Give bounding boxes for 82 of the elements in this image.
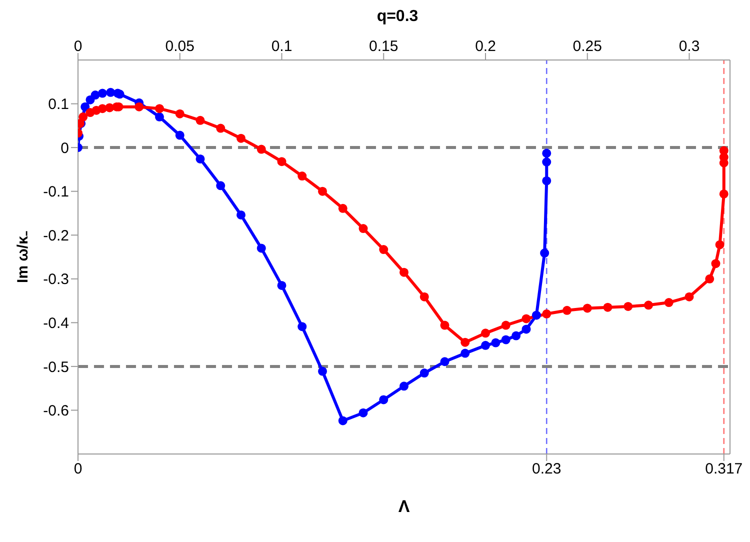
point bbox=[582, 304, 592, 313]
point bbox=[216, 181, 226, 190]
point bbox=[491, 338, 500, 348]
point bbox=[400, 268, 408, 277]
point bbox=[664, 298, 674, 308]
point bbox=[236, 134, 246, 143]
y-tick-label: -0.1 bbox=[43, 184, 69, 201]
point bbox=[542, 176, 552, 186]
point bbox=[501, 335, 510, 344]
point bbox=[460, 348, 470, 358]
point bbox=[358, 408, 368, 418]
point bbox=[522, 324, 531, 334]
point bbox=[155, 104, 164, 114]
point bbox=[400, 382, 408, 391]
point bbox=[540, 248, 550, 258]
point bbox=[603, 302, 612, 312]
x2-tick-label: 0.1 bbox=[271, 38, 292, 55]
point bbox=[196, 116, 205, 125]
x2-tick-label: 0 bbox=[74, 38, 82, 55]
point bbox=[719, 189, 728, 198]
chart-title: q=0.3 bbox=[376, 8, 420, 26]
x2-tick-label: 0.05 bbox=[165, 38, 194, 55]
point bbox=[420, 292, 429, 302]
point bbox=[216, 124, 226, 133]
point bbox=[338, 416, 348, 426]
point bbox=[715, 240, 724, 250]
x2-tick-label: 0.25 bbox=[572, 38, 602, 55]
point bbox=[512, 331, 521, 340]
point bbox=[277, 157, 286, 166]
y-tick-label: 0.1 bbox=[48, 96, 69, 114]
point bbox=[318, 186, 327, 196]
point bbox=[379, 245, 388, 254]
point bbox=[420, 368, 429, 378]
point bbox=[644, 300, 653, 310]
y-tick-label: -0.4 bbox=[43, 314, 69, 332]
point bbox=[98, 88, 107, 98]
x-tick-label: 0.23 bbox=[532, 460, 562, 478]
point bbox=[522, 314, 531, 324]
point bbox=[440, 320, 450, 330]
point bbox=[256, 244, 266, 253]
point bbox=[298, 172, 307, 181]
point bbox=[358, 224, 368, 234]
point bbox=[379, 395, 388, 404]
point bbox=[460, 338, 470, 347]
y-tick-label: -0.6 bbox=[43, 402, 69, 420]
y-tick-label: -0.3 bbox=[43, 271, 69, 288]
point bbox=[175, 109, 184, 118]
point bbox=[711, 259, 720, 268]
x-tick-label: 0 bbox=[74, 460, 82, 478]
point bbox=[440, 357, 450, 366]
y-axis-title: Im ω/κ₋ bbox=[14, 231, 32, 283]
x2-tick-label: 0.15 bbox=[369, 38, 398, 55]
point bbox=[338, 204, 348, 213]
point bbox=[562, 306, 572, 315]
point bbox=[481, 340, 490, 350]
point bbox=[236, 210, 246, 220]
point bbox=[134, 102, 144, 112]
point bbox=[501, 320, 510, 330]
y-tick-label: -0.2 bbox=[43, 227, 69, 244]
x-tick-label: 0.317 bbox=[705, 460, 743, 478]
y-tick-label: -0.5 bbox=[43, 358, 69, 376]
point bbox=[481, 328, 490, 338]
point bbox=[277, 280, 286, 290]
point bbox=[542, 309, 552, 318]
point bbox=[256, 144, 266, 154]
point bbox=[542, 158, 552, 166]
point bbox=[532, 310, 541, 320]
x2-tick-label: 0.3 bbox=[678, 38, 700, 55]
point bbox=[318, 366, 327, 376]
y-tick-label: 0 bbox=[60, 140, 69, 157]
point bbox=[298, 322, 307, 332]
point bbox=[684, 292, 694, 302]
point bbox=[542, 148, 552, 158]
point bbox=[196, 154, 205, 164]
point bbox=[624, 302, 633, 311]
x2-tick-label: 0.2 bbox=[475, 38, 496, 55]
point bbox=[175, 130, 184, 140]
x-axis-title: Λ bbox=[398, 497, 410, 516]
point bbox=[78, 112, 88, 122]
point bbox=[155, 112, 164, 122]
point bbox=[705, 274, 714, 284]
point bbox=[80, 102, 90, 112]
